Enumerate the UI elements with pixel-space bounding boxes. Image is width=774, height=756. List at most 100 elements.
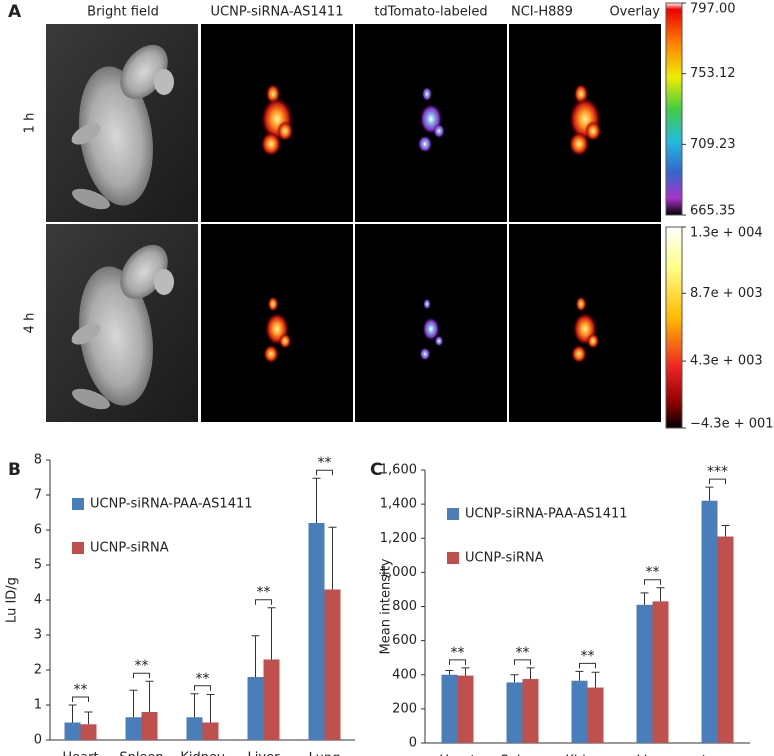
row-label: 4 h [23, 313, 38, 334]
significance-label: ** [581, 648, 595, 664]
y-tick-label: 1 [34, 698, 42, 713]
mouse-leg [72, 188, 110, 210]
significance-bracket [579, 662, 596, 669]
colorbar-label: −4.3e + 001 [690, 417, 774, 432]
signal-blob [575, 296, 587, 312]
column-label: tdTomato-labeled [374, 5, 487, 20]
row-label: 1 h [23, 113, 38, 134]
y-tick-label: 2 [34, 663, 42, 678]
bar [308, 523, 325, 740]
bar [701, 500, 718, 743]
column-label: NCI-H889 [511, 5, 573, 20]
significance-bracket [449, 659, 466, 665]
significance-label: ** [74, 682, 88, 698]
image-panel [201, 24, 353, 222]
bar [263, 659, 280, 740]
mouse-ear [154, 269, 174, 295]
y-tick-label: 600 [392, 633, 417, 648]
error-bar [129, 689, 138, 718]
error-bar [705, 486, 714, 501]
significance-label: ** [318, 455, 332, 471]
legend-label: UCNP-siRNA-PAA-AS1411 [90, 497, 253, 512]
image-panel [355, 224, 507, 422]
image-panel [355, 24, 507, 222]
image-panel [509, 24, 661, 222]
significance-label: ** [257, 585, 271, 601]
signal-blob [418, 135, 432, 153]
colorbar-label: 665.35 [690, 204, 736, 219]
bar [652, 601, 669, 743]
mouse-body [79, 266, 153, 406]
mouse-leg [71, 123, 101, 145]
signal-blob [279, 333, 291, 349]
image-panel [201, 224, 353, 422]
significance-label: ** [451, 645, 465, 661]
x-tick-label: Spleen [119, 751, 163, 756]
y-tick-label: 8 [34, 453, 42, 468]
bar [80, 724, 97, 740]
bar [717, 536, 734, 743]
legend-label: UCNP-siRNA-PAA-AS1411 [465, 507, 628, 522]
x-tick-label: Lung (tumor) [298, 751, 352, 756]
colorbar [665, 2, 683, 216]
error-bar [145, 680, 154, 712]
legend-label: UCNP-siRNA [90, 541, 169, 556]
signal-blob [433, 124, 445, 138]
column-label: Overlay [609, 5, 660, 20]
column-label: Bright field [87, 5, 159, 20]
bar [441, 674, 458, 743]
significance-bracket [194, 685, 211, 691]
x-tick-label: Heart [439, 754, 475, 756]
legend-swatch [447, 552, 459, 564]
y-axis-title: Mean intensity [379, 558, 394, 654]
colorbar-label: 753.12 [690, 66, 736, 81]
x-tick-label: Heart [62, 751, 98, 756]
x-tick-label: Lung (tumor) [691, 754, 745, 756]
x-tick-label: Kidney [565, 754, 610, 756]
bar [636, 604, 653, 743]
y-tick-label: 0 [34, 733, 42, 748]
signal-blob [569, 132, 589, 156]
bar [506, 682, 523, 743]
y-tick-label: 1,600 [380, 463, 417, 478]
panel-label: A [8, 2, 22, 22]
y-axis-title: Lu ID/g [5, 577, 20, 623]
mouse-leg [72, 388, 110, 410]
error-bar [267, 607, 276, 660]
bar [125, 717, 142, 740]
signal-blob [571, 345, 587, 363]
error-bar [575, 670, 584, 681]
signal-blob [423, 298, 431, 310]
bar [186, 717, 203, 740]
error-bar [461, 667, 470, 676]
signal-blob [585, 121, 601, 141]
x-tick-label: Liver [248, 751, 281, 756]
y-tick-label: 6 [34, 523, 42, 538]
panel-label: B [8, 460, 21, 480]
y-tick-label: 1,400 [380, 497, 417, 512]
x-tick-label: Liver [637, 754, 670, 756]
signal-blob [263, 345, 279, 363]
y-tick-label: 1,200 [380, 531, 417, 546]
significance-bracket [255, 599, 272, 605]
signal-blob [587, 333, 599, 349]
error-bar [591, 671, 600, 688]
signal-blob [422, 87, 432, 101]
significance-bracket [316, 469, 333, 476]
bar [457, 675, 474, 743]
colorbar-label: 709.23 [690, 137, 736, 152]
image-panel [46, 224, 198, 422]
x-tick-label: Kidney [180, 751, 225, 756]
bar [202, 722, 219, 740]
significance-label: ** [646, 565, 660, 581]
error-bar [190, 693, 199, 718]
error-bar [312, 477, 321, 523]
bar [64, 722, 81, 740]
significance-label: ** [516, 645, 530, 661]
mouse-body [79, 66, 153, 206]
error-bar [526, 667, 535, 680]
y-tick-label: 200 [392, 701, 417, 716]
significance-bracket [514, 659, 531, 665]
error-bar [251, 635, 260, 677]
error-bar [445, 669, 454, 675]
